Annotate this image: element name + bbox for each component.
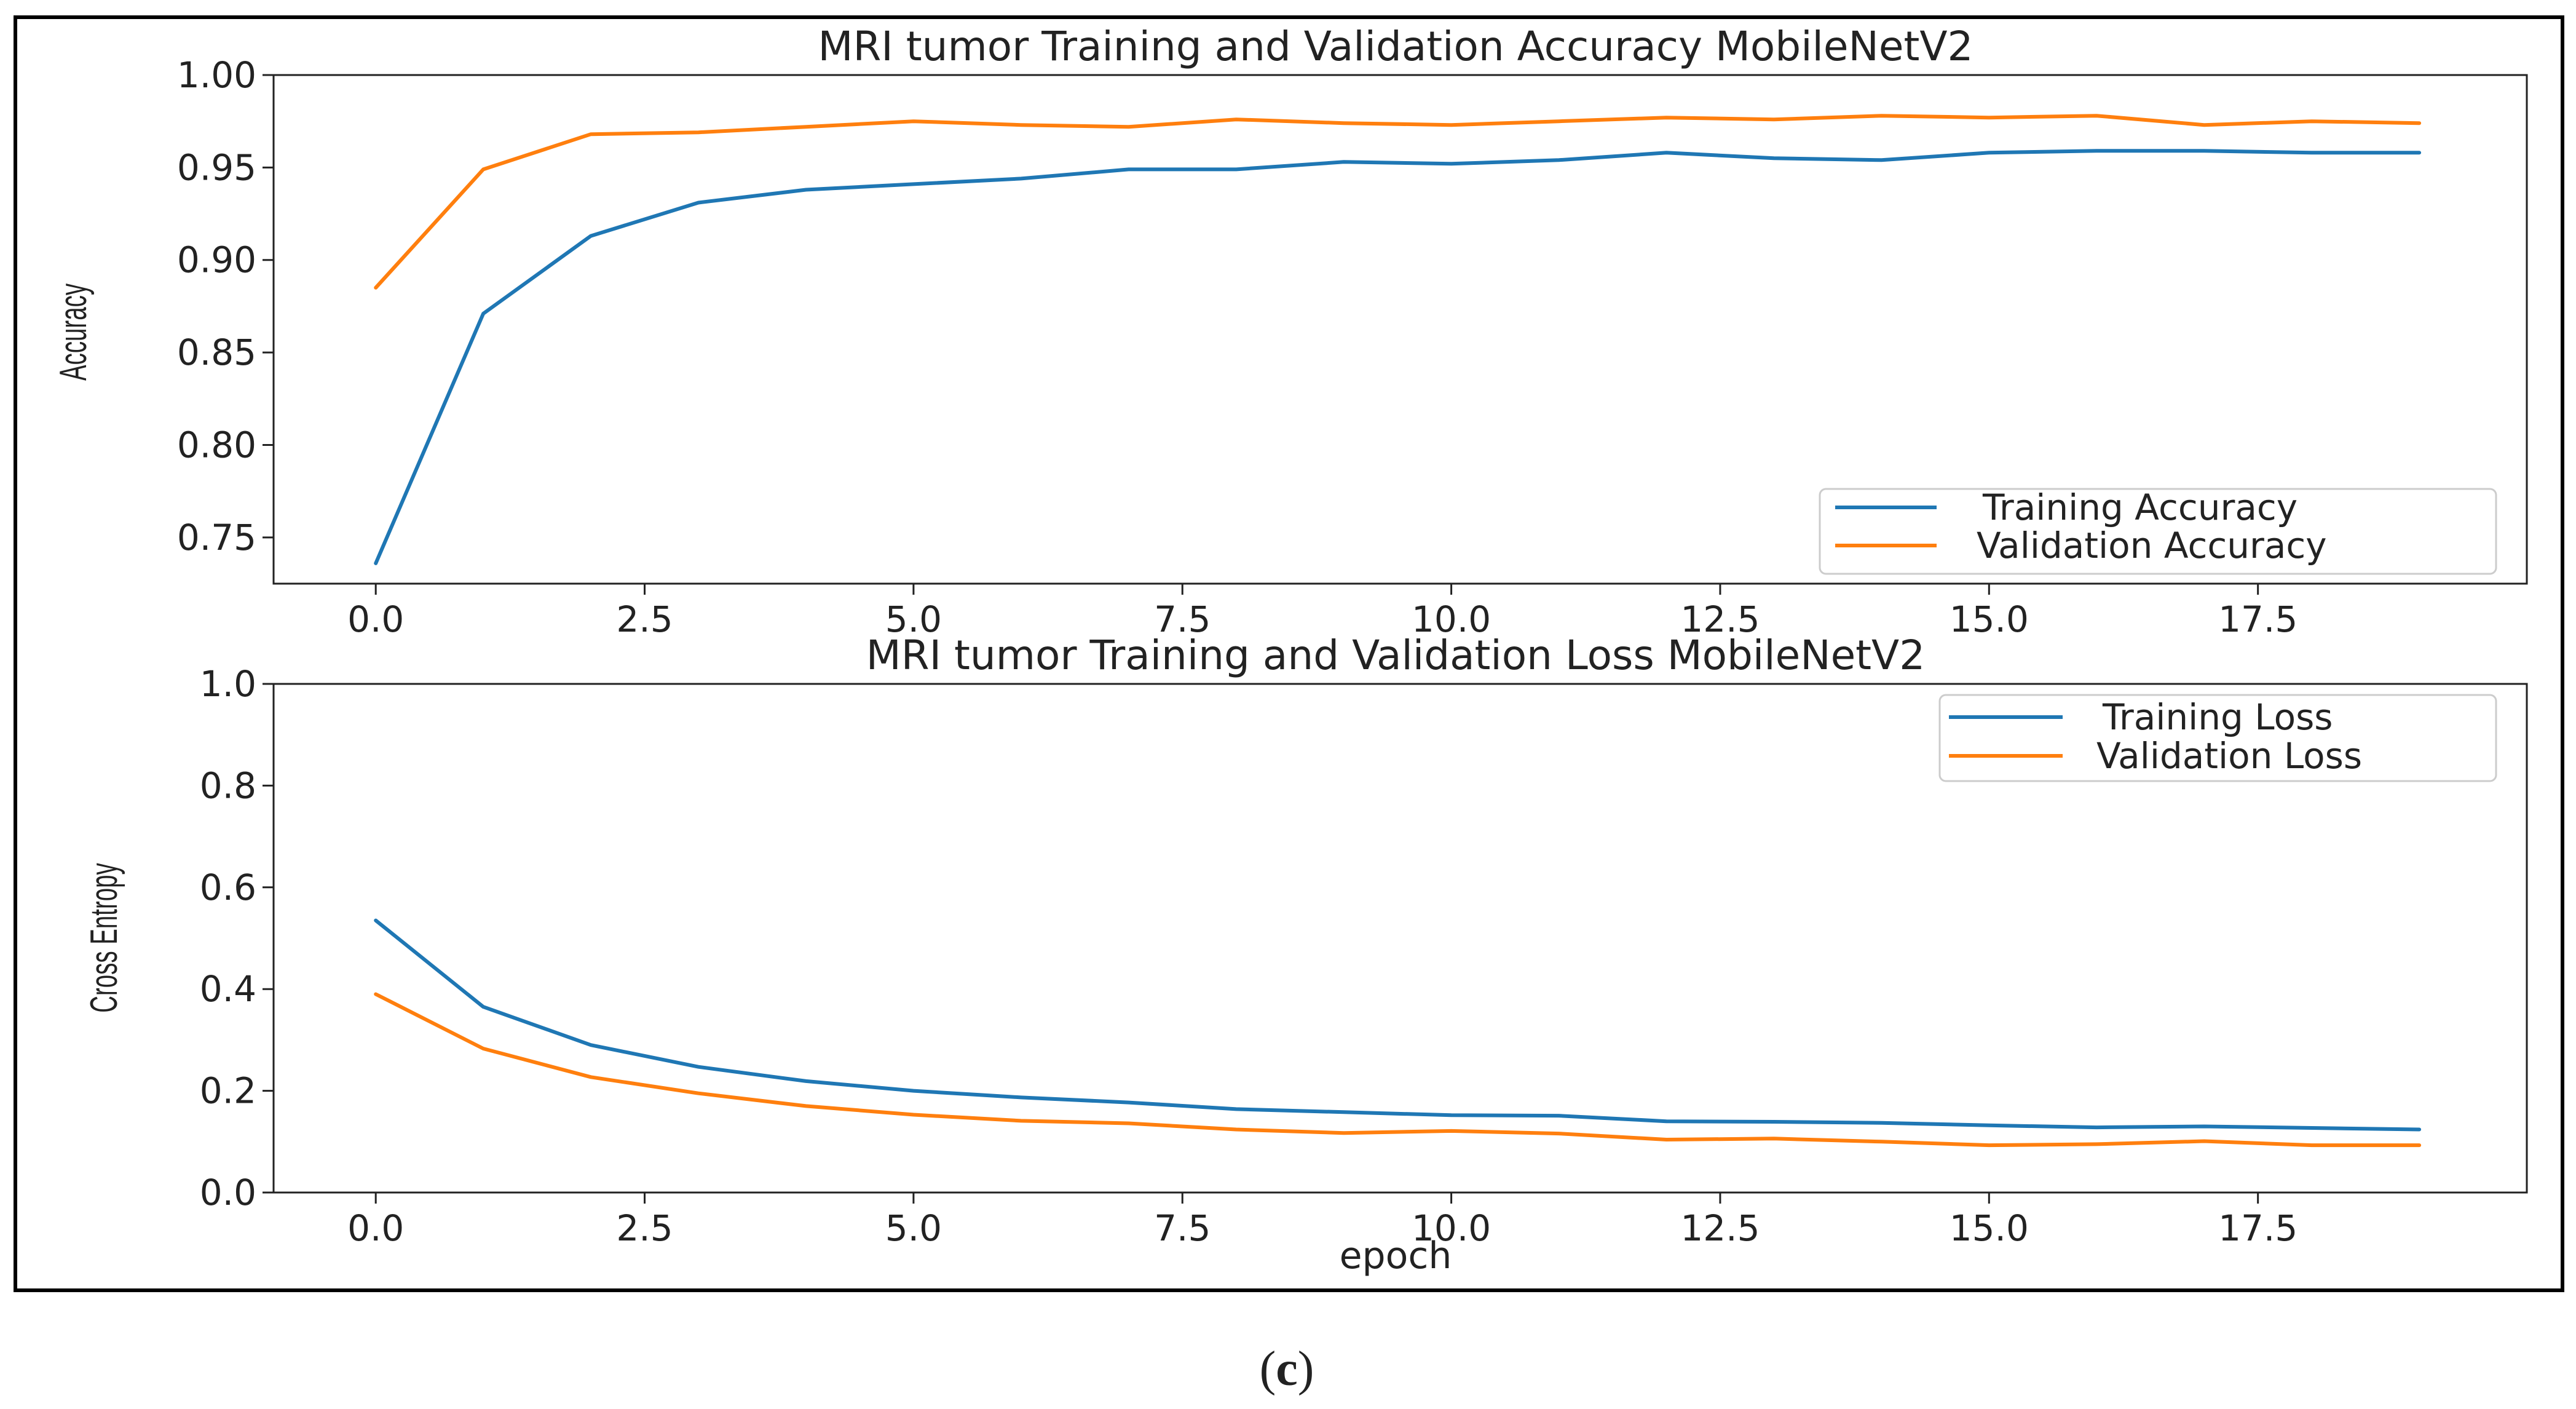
accuracy-x-tick-label: 10.0: [1412, 598, 1491, 640]
accuracy-y-ticks: 0.75 0.80 0.85 0.90 0.95 1.00: [177, 54, 274, 558]
loss-x-tick-label: 2.5: [616, 1207, 673, 1249]
caption-open-paren: (: [1260, 1342, 1276, 1396]
accuracy-x-tick-label: 17.5: [2218, 598, 2297, 640]
loss-chart: MRI tumor Training and Validation Loss M…: [82, 632, 2528, 1277]
loss-x-tick-label: 15.0: [1950, 1207, 2029, 1249]
loss-lines: [374, 918, 2422, 1148]
loss-legend: Training Loss Validation Loss: [1938, 694, 2497, 782]
loss-x-tick-label: 12.5: [1680, 1207, 1760, 1249]
loss-x-axis-label: epoch: [1340, 1234, 1452, 1277]
accuracy-y-tick-label: 0.95: [177, 146, 256, 188]
loss-chart-title: MRI tumor Training and Validation Loss M…: [866, 632, 1925, 679]
loss-x-tick-label: 5.0: [885, 1207, 942, 1249]
loss-y-tick-label: 0.2: [200, 1070, 256, 1112]
loss-y-axis-label: Cross Entropy: [82, 863, 125, 1013]
accuracy-x-tick-label: 2.5: [616, 598, 673, 640]
loss-y-tick-label: 1.0: [200, 663, 256, 705]
loss-legend-box: [1938, 694, 2497, 782]
accuracy-y-axis-label: Accuracy: [52, 284, 95, 381]
loss-legend-label-training: Training Loss: [2102, 696, 2333, 738]
accuracy-x-tick-label: 7.5: [1154, 598, 1211, 640]
loss-y-tick-label: 0.6: [200, 867, 256, 908]
accuracy-y-tick-label: 0.75: [177, 517, 256, 558]
accuracy-y-tick-label: 0.85: [177, 331, 256, 373]
loss-y-tick-label: 0.8: [200, 764, 256, 806]
accuracy-x-ticks: 0.0 2.5 5.0 7.5 10.0 12.5 15.0 17.5: [347, 584, 2297, 640]
loss-x-tick-label: 17.5: [2218, 1207, 2297, 1249]
caption-letter: c: [1276, 1342, 1298, 1396]
accuracy-chart: MRI tumor Training and Validation Accura…: [52, 23, 2528, 640]
accuracy-x-tick-label: 12.5: [1680, 598, 1760, 640]
loss-x-tick-label: 10.0: [1412, 1207, 1491, 1249]
figure-caption: (c): [1260, 1342, 1314, 1396]
series-line-validation-loss: [374, 992, 2422, 1148]
series-line-training-accuracy: [374, 149, 2422, 565]
loss-x-tick-label: 0.0: [347, 1207, 404, 1249]
accuracy-legend: Training Accuracy Validation Accuracy: [1819, 486, 2497, 575]
series-line-training-loss: [374, 918, 2422, 1132]
accuracy-chart-title: MRI tumor Training and Validation Accura…: [818, 23, 1973, 70]
accuracy-x-tick-label: 5.0: [885, 598, 942, 640]
loss-y-tick-label: 0.4: [200, 968, 256, 1010]
accuracy-x-tick-label: 15.0: [1950, 598, 2029, 640]
accuracy-y-tick-label: 0.90: [177, 239, 256, 281]
accuracy-legend-label-validation: Validation Accuracy: [1977, 525, 2327, 566]
loss-y-ticks: 0.0 0.2 0.4 0.6 0.8 1.0: [200, 663, 274, 1213]
accuracy-legend-label-training: Training Accuracy: [1982, 486, 2297, 528]
accuracy-legend-box: [1819, 488, 2497, 575]
accuracy-lines: [374, 114, 2422, 565]
accuracy-x-tick-label: 0.0: [347, 598, 404, 640]
loss-y-tick-label: 0.0: [200, 1172, 256, 1213]
loss-x-tick-label: 7.5: [1154, 1207, 1211, 1249]
accuracy-y-tick-label: 1.00: [177, 54, 256, 96]
loss-legend-label-validation: Validation Loss: [2096, 735, 2362, 777]
series-line-validation-accuracy: [374, 114, 2422, 290]
accuracy-y-tick-label: 0.80: [177, 424, 256, 466]
caption-close-paren: ): [1298, 1342, 1314, 1396]
loss-x-ticks: 0.0 2.5 5.0 7.5 10.0 12.5 15.0 17.5: [347, 1193, 2297, 1249]
